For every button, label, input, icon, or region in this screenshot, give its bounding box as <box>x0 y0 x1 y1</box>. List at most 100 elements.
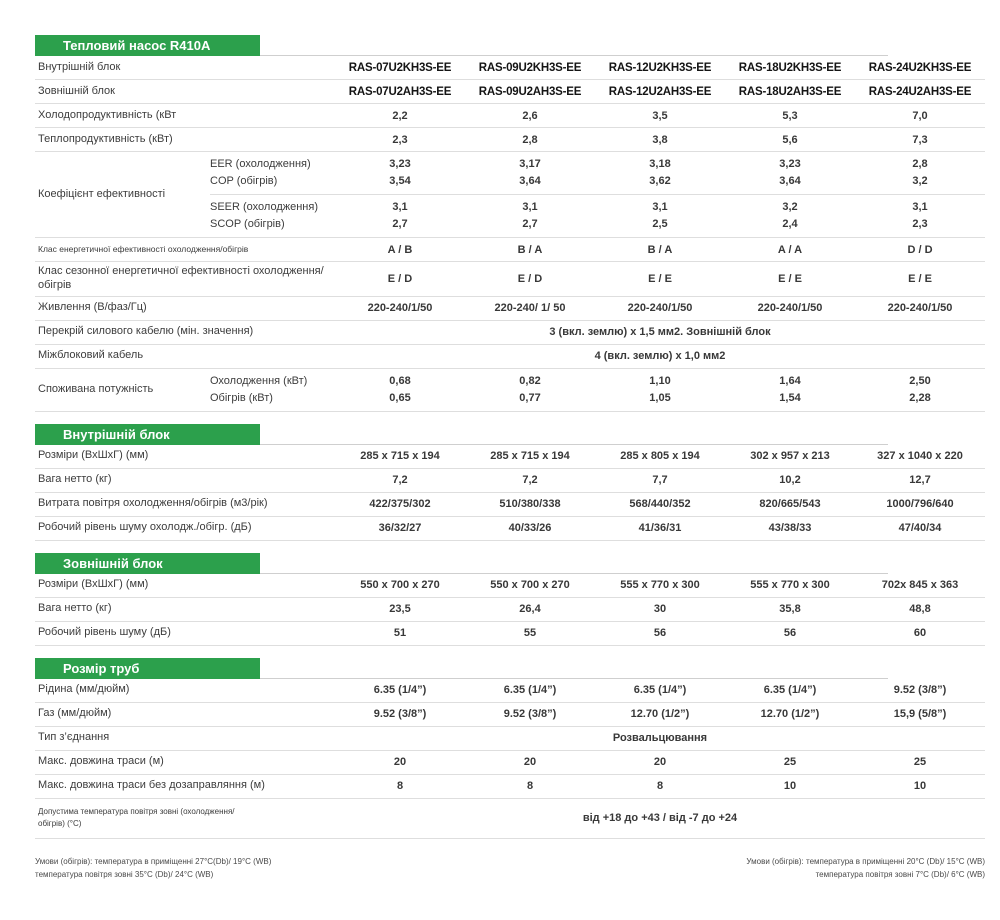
row-label: Розміри (ВхШхГ) (мм) <box>38 449 149 462</box>
spec-value: 8 <box>526 780 534 792</box>
spec-table: Тепловий насос R410A Внутрішній блок RAS-0… <box>35 35 985 839</box>
spec-row: Клас енергетичної ефективності охолоджен… <box>35 238 985 262</box>
spec-value: 60 <box>913 627 927 639</box>
row-label: Клас енергетичної ефективності охолоджен… <box>38 244 249 255</box>
spec-value-span: Розвальцювання <box>612 732 708 744</box>
row-label: Живлення (В/фаз/Гц) <box>38 301 147 314</box>
section-banner: Внутрішній блок <box>35 423 260 445</box>
spec-value: 25 <box>783 756 797 768</box>
spec-value: 41/36/31 <box>638 522 682 534</box>
spec-value: 10 <box>913 780 927 792</box>
spec-value: 9.52 (3/8”) <box>893 684 947 696</box>
spec-value: 36/32/27 <box>378 522 422 534</box>
spec-value: 25 <box>913 756 927 768</box>
spec-value: 8 <box>656 780 664 792</box>
footnote-left: Умови (обігрів): температура в приміщенн… <box>35 855 271 882</box>
footnote-right-line2: температура повітря зовні 7°C (Db)/ 6°C … <box>815 870 985 880</box>
spec-value: 7,2 <box>392 474 408 486</box>
spec-value-line: 3,64 <box>779 175 801 187</box>
row-values: 285 x 715 x 194 285 x 715 x 194 285 x 805 … <box>335 450 985 462</box>
spec-value: 1,64 1,54 <box>725 373 855 407</box>
row-label: Вага нетто (кг) <box>38 473 112 486</box>
section-banner-row: Тепловий насос R410A <box>35 35 985 56</box>
row-label: Теплопродуктивність (кВт) <box>38 132 173 145</box>
spec-value-line: 3,2 <box>782 201 798 213</box>
spec-value: 9.52 (3/8”) <box>373 708 427 720</box>
spec-row: Міжблоковий кабель 4 (вкл. землю) х 1,0 м… <box>35 345 985 369</box>
model-name: RAS-24U2KH3S-EE <box>868 61 972 74</box>
footnote-right: Умови (обігрів): температура в приміщенн… <box>746 855 985 882</box>
spec-value-line: 3,2 <box>912 175 928 187</box>
row-values: 23,5 26,4 30 35,8 48,8 <box>335 603 985 615</box>
spec-row: Робочий рівень шуму охолодж./обігр. (дБ)… <box>35 517 985 541</box>
spec-value: 43/38/33 <box>768 522 812 534</box>
sub-labels: SEER (охолодження) SCOP (обігрів) <box>210 199 335 233</box>
spec-value-line: 1,10 <box>649 374 671 387</box>
spec-value-line: 0,68 <box>389 374 411 387</box>
spec-value: 51 <box>393 627 407 639</box>
row-label: Споживана потужність <box>38 382 154 395</box>
banner-underline <box>260 677 888 679</box>
row-values: 6.35 (1/4”) 6.35 (1/4”) 6.35 (1/4”) 6.35 (1… <box>335 684 985 696</box>
spec-row: Розміри (ВхШхГ) (мм) 285 x 715 x 194 285 x… <box>35 445 985 469</box>
spec-value: 55 <box>523 627 537 639</box>
spec-value-line: 2,8 <box>912 158 928 170</box>
spec-value: E / E <box>908 272 932 285</box>
spec-value: D / D <box>907 243 933 256</box>
spec-value: 6.35 (1/4”) <box>503 684 557 696</box>
spec-row-group: Коефіцієнт ефективності EER (охолодження)… <box>35 152 985 238</box>
spec-value: 220-240/1/50 <box>757 302 823 314</box>
section: Розмір труб Рідина (мм/дюйм) 6.35 (1/4”) 6.… <box>35 657 985 839</box>
spec-value: 12.70 (1/2”) <box>760 708 820 720</box>
spec-value: 2,8 3,2 <box>855 156 985 190</box>
section: Внутрішній блок Розміри (ВхШхГ) (мм) 285 x… <box>35 423 985 541</box>
footnote-left-line1: Умови (обігрів): температура в приміщенн… <box>35 856 272 866</box>
row-label: Клас сезонної енергетичної ефективності … <box>38 265 324 291</box>
spec-value: 6.35 (1/4”) <box>373 684 427 696</box>
row-values: 20 20 20 25 25 <box>335 756 985 768</box>
row-values: 2,2 2,6 3,5 5,3 7,0 <box>335 110 985 122</box>
spec-row: Зовнішній блок RAS-07U2AH3S-EE RAS-09U2AH3… <box>35 80 985 104</box>
spec-value: 3,8 <box>652 133 668 146</box>
spec-row: Теплопродуктивність (кВт) 2,3 2,8 3,8 5,6 7,3 <box>35 128 985 152</box>
row-values: 9.52 (3/8”) 9.52 (3/8”) 12.70 (1/2”) 12.70 … <box>335 708 985 720</box>
row-label: Макс. довжина траси без дозаправляння (м… <box>38 779 265 792</box>
row-label: Вага нетто (кг) <box>38 602 112 615</box>
model-name: RAS-12U2KH3S-EE <box>608 61 712 74</box>
spec-value: 5,3 <box>782 109 798 122</box>
footnote-right-line1: Умови (обігрів): температура в приміщенн… <box>746 856 985 866</box>
spec-row: Холодопродуктивність (кВт 2,2 2,6 3,5 5,3 7,0 <box>35 104 985 128</box>
footnotes: Умови (обігрів): температура в приміщенн… <box>35 855 985 882</box>
spec-value: 20 <box>653 756 667 768</box>
spec-row: Перекрій силового кабелю (мін. значення)… <box>35 321 985 345</box>
spec-value-line: 0,82 <box>519 374 541 387</box>
spec-value-line: 3,62 <box>649 175 671 187</box>
row-values: 51 55 56 56 60 <box>335 627 985 639</box>
row-values: RAS-07U2AH3S-EE RAS-09U2AH3S-EE RAS-12U2AH… <box>335 86 985 98</box>
section-banner-row: Розмір труб <box>35 657 985 679</box>
spec-value-line: 1,54 <box>779 391 801 404</box>
spec-value: 220-240/ 1/ 50 <box>494 302 566 314</box>
spec-value: 7,0 <box>912 109 928 122</box>
section-banner: Розмір труб <box>35 657 260 679</box>
row-values: 3,1 2,7 3,1 2,7 3,1 2,5 3,2 2,4 3,1 2,3 <box>335 199 985 233</box>
spec-value: 8 <box>396 780 404 792</box>
sub-label: EER (охолодження) <box>210 158 311 170</box>
spec-value: 9.52 (3/8”) <box>503 708 557 720</box>
spec-value: 3,17 3,64 <box>465 156 595 190</box>
spec-sheet-page: Тепловий насос R410A Внутрішній блок RAS-0… <box>35 35 985 882</box>
spec-value: B / A <box>517 243 543 256</box>
row-label: Тип з’єднання <box>38 731 110 744</box>
spec-value-line: 1,64 <box>779 374 801 387</box>
spec-value: E / E <box>778 272 802 285</box>
spec-value: 3,23 3,64 <box>725 156 855 190</box>
spec-value: 12.70 (1/2”) <box>630 708 690 720</box>
spec-value: E / E <box>648 272 672 285</box>
spec-value: 820/665/543 <box>759 498 821 510</box>
spec-value: 550 x 700 x 270 <box>360 579 440 591</box>
sub-label: SCOP (обігрів) <box>210 218 285 230</box>
spec-value: 3,1 2,7 <box>465 199 595 233</box>
spec-value-line: 3,23 <box>389 158 411 170</box>
section-banner-row: Внутрішній блок <box>35 423 985 445</box>
spec-value: 702x 845 x 363 <box>881 579 959 591</box>
